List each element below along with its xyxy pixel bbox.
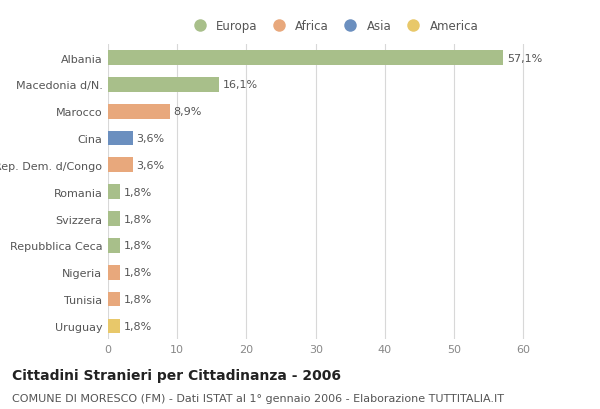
- Text: 1,8%: 1,8%: [124, 267, 152, 278]
- Text: 16,1%: 16,1%: [223, 80, 258, 90]
- Text: COMUNE DI MORESCO (FM) - Dati ISTAT al 1° gennaio 2006 - Elaborazione TUTTITALIA: COMUNE DI MORESCO (FM) - Dati ISTAT al 1…: [12, 393, 504, 402]
- Text: 1,8%: 1,8%: [124, 187, 152, 197]
- Text: 1,8%: 1,8%: [124, 241, 152, 251]
- Bar: [108, 265, 121, 280]
- Bar: [108, 105, 170, 119]
- Bar: [108, 185, 121, 200]
- Bar: [108, 78, 220, 92]
- Text: Cittadini Stranieri per Cittadinanza - 2006: Cittadini Stranieri per Cittadinanza - 2…: [12, 368, 341, 382]
- Text: 1,8%: 1,8%: [124, 294, 152, 304]
- Bar: [108, 238, 121, 253]
- Bar: [108, 211, 121, 226]
- Text: 1,8%: 1,8%: [124, 214, 152, 224]
- Legend: Europa, Africa, Asia, America: Europa, Africa, Asia, America: [188, 20, 478, 33]
- Bar: [108, 51, 503, 66]
- Text: 1,8%: 1,8%: [124, 321, 152, 331]
- Bar: [108, 319, 121, 333]
- Bar: [108, 292, 121, 307]
- Text: 8,9%: 8,9%: [173, 107, 202, 117]
- Text: 3,6%: 3,6%: [136, 160, 164, 171]
- Bar: [108, 158, 133, 173]
- Text: 3,6%: 3,6%: [136, 134, 164, 144]
- Text: 57,1%: 57,1%: [507, 54, 542, 63]
- Bar: [108, 131, 133, 146]
